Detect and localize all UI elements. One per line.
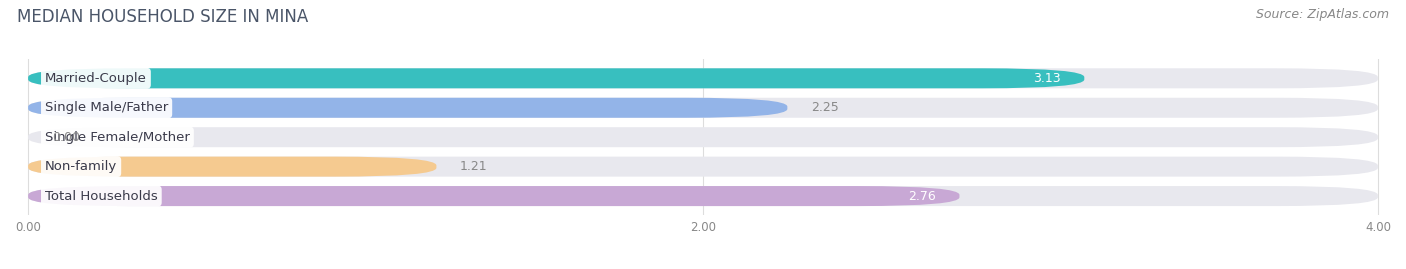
Text: 0.00: 0.00	[52, 131, 80, 144]
FancyBboxPatch shape	[28, 157, 436, 177]
FancyBboxPatch shape	[28, 157, 1378, 177]
Text: MEDIAN HOUSEHOLD SIZE IN MINA: MEDIAN HOUSEHOLD SIZE IN MINA	[17, 8, 308, 26]
Text: 3.13: 3.13	[1033, 72, 1060, 85]
Text: 1.21: 1.21	[460, 160, 488, 173]
FancyBboxPatch shape	[28, 98, 787, 118]
Text: Married-Couple: Married-Couple	[45, 72, 146, 85]
FancyBboxPatch shape	[28, 186, 1378, 206]
FancyBboxPatch shape	[28, 127, 1378, 147]
FancyBboxPatch shape	[28, 98, 1378, 118]
Text: Single Male/Father: Single Male/Father	[45, 101, 169, 114]
Text: 2.25: 2.25	[811, 101, 839, 114]
FancyBboxPatch shape	[28, 68, 1084, 88]
Text: Source: ZipAtlas.com: Source: ZipAtlas.com	[1256, 8, 1389, 21]
Text: 2.76: 2.76	[908, 190, 936, 203]
FancyBboxPatch shape	[28, 68, 1378, 88]
Text: Non-family: Non-family	[45, 160, 117, 173]
Text: Total Households: Total Households	[45, 190, 157, 203]
Text: Single Female/Mother: Single Female/Mother	[45, 131, 190, 144]
FancyBboxPatch shape	[28, 186, 959, 206]
